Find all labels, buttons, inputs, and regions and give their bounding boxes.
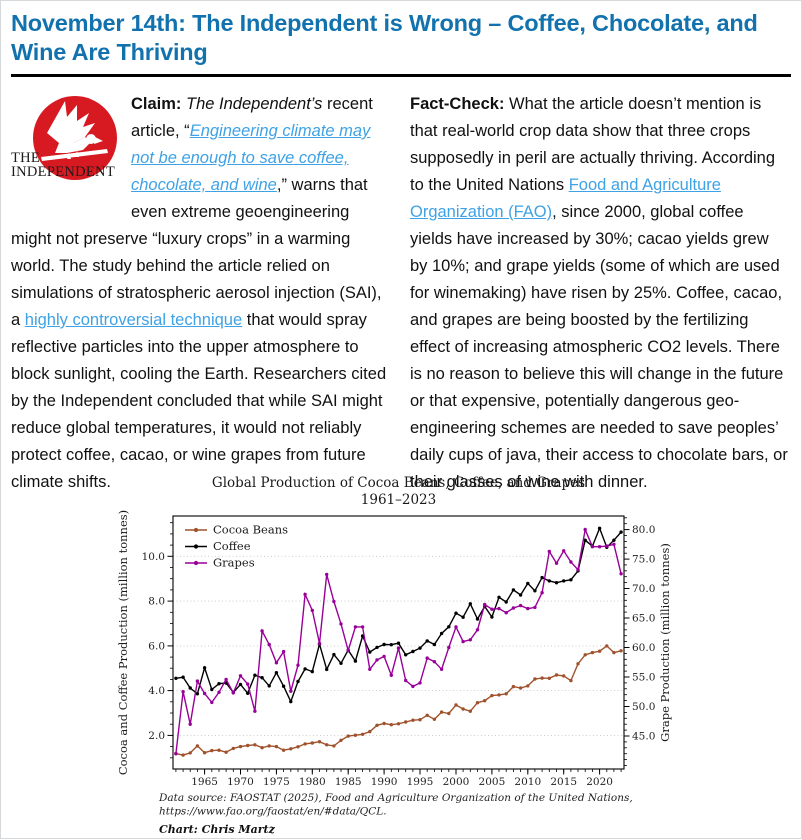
x-tick-label: 1980 xyxy=(299,776,326,788)
chart-credit: Chart: Chris Martz xyxy=(159,823,276,836)
y-left-tick-label: 8.0 xyxy=(148,596,165,608)
logo-line1: THE xyxy=(11,150,41,166)
y-right-tick-label: 80.0 xyxy=(632,524,655,536)
fao-link[interactable]: Food and Agriculture Organization (FAO) xyxy=(410,176,721,221)
text-segment: Claim: xyxy=(131,95,187,113)
y-right-tick-label: 45.0 xyxy=(632,731,655,743)
source-note: https://www.fao.org/faostat/en/#data/QCL… xyxy=(159,806,387,818)
page-title: November 14th: The Independent is Wrong … xyxy=(11,10,758,65)
x-tick-label: 1990 xyxy=(371,776,398,788)
eagle-icon xyxy=(33,96,117,180)
logo-line2: INDEPENDENT xyxy=(11,164,115,180)
logo-wordmark: THE INDEPENDENT xyxy=(11,150,115,180)
article-title-link[interactable]: Engineering climate may not be enough to… xyxy=(131,122,371,194)
y-axis-right-label: Grape Production (million tonnes) xyxy=(658,543,672,742)
content-columns: THE INDEPENDENT Claim: The Independent’s … xyxy=(1,77,801,496)
production-chart: 2.0 4.0 6.0 8.0 10.0 45.0 50.0 55.0 60.0 65.0 70.0… xyxy=(116,475,672,836)
x-tick-label: 2010 xyxy=(514,776,541,788)
legend-label: Coffee xyxy=(213,539,251,553)
text-segment: that would spray reflective particles in… xyxy=(11,311,387,491)
claim-paragraph: Claim: The Independent’s recent article,… xyxy=(11,91,390,496)
text-segment: ,” warns that even extreme geoengineerin… xyxy=(11,176,382,329)
x-tick-label: 1985 xyxy=(335,776,362,788)
legend-label: Grapes xyxy=(213,556,255,570)
x-tick-label: 1995 xyxy=(407,776,434,788)
y-right-tick-label: 50.0 xyxy=(632,701,655,713)
y-left-tick-label: 10.0 xyxy=(142,551,165,563)
x-tick-label: 2000 xyxy=(443,776,470,788)
source-note: Data source: FAOSTAT (2025), Food and Ag… xyxy=(158,792,633,804)
x-tick-label: 1970 xyxy=(227,776,254,788)
y-axis-left-label: Cocoa and Coffee Production (million ton… xyxy=(116,510,130,775)
y-right-tick-label: 60.0 xyxy=(632,642,655,654)
text-segment: What the article doesn’t mention is that… xyxy=(410,95,776,194)
series-coffee xyxy=(174,526,623,704)
independent-logo: THE INDEPENDENT xyxy=(11,95,121,191)
y-left-tick-label: 2.0 xyxy=(148,730,165,742)
production-chart-figure: 2.0 4.0 6.0 8.0 10.0 45.0 50.0 55.0 60.0 65.0 70.0… xyxy=(101,467,751,840)
y-right-tick-label: 65.0 xyxy=(632,613,655,625)
y-right-tick-label: 70.0 xyxy=(632,583,655,595)
x-tick-label: 1975 xyxy=(263,776,290,788)
legend: Cocoa Beans Coffee Grapes xyxy=(185,523,288,570)
y-right-tick-label: 55.0 xyxy=(632,672,655,684)
text-segment: , since 2000, global coffee yields have … xyxy=(410,203,788,491)
chart-subtitle: 1961–2023 xyxy=(361,492,436,508)
series-line-cocoa-beans xyxy=(175,644,622,756)
series-grapes xyxy=(174,527,623,756)
y-left-tick-label: 6.0 xyxy=(148,640,165,652)
x-tick-label: 2005 xyxy=(479,776,506,788)
x-tick-label: 2020 xyxy=(586,776,613,788)
fact-check-paragraph: Fact-Check: What the article doesn’t men… xyxy=(410,91,789,496)
text-segment: Fact-Check: xyxy=(410,95,510,113)
chart-title: Global Production of Cocoa Beans, Coffee… xyxy=(212,475,585,491)
legend-label: Cocoa Beans xyxy=(213,523,288,537)
x-tick-label: 1965 xyxy=(191,776,218,788)
x-tick-label: 2015 xyxy=(550,776,577,788)
text-segment: recent article, “ xyxy=(131,95,373,140)
page-header: November 14th: The Independent is Wrong … xyxy=(1,1,801,67)
claim-column: THE INDEPENDENT Claim: The Independent’s … xyxy=(11,91,390,496)
series-cocoa-beans xyxy=(174,644,623,757)
y-right-tick-label: 75.0 xyxy=(632,554,655,566)
title-divider xyxy=(11,74,791,77)
controversial-technique-link[interactable]: highly controversial technique xyxy=(24,311,243,329)
y-left-tick-label: 4.0 xyxy=(148,685,165,697)
text-segment: The Independent’s xyxy=(186,95,323,113)
fact-check-column: Fact-Check: What the article doesn’t men… xyxy=(410,91,789,496)
